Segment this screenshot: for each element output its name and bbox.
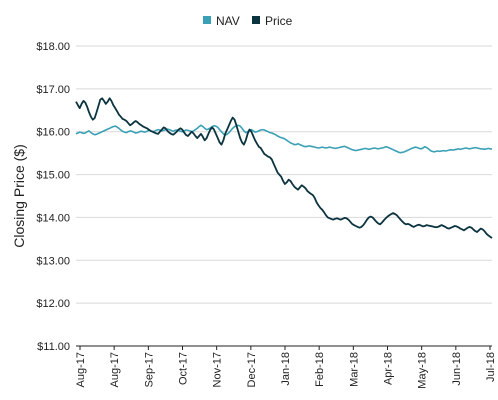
series-line-nav — [75, 124, 492, 154]
y-tick-label: $16.00 — [36, 127, 70, 139]
x-tick-label: Jun-18 — [451, 352, 463, 386]
legend-swatch-price — [252, 16, 260, 24]
x-tick-label: Mar-18 — [348, 352, 360, 387]
y-tick-label: $11.00 — [37, 341, 70, 353]
legend-swatch-nav — [203, 16, 211, 24]
y-tick-label: $18.00 — [36, 41, 70, 53]
x-tick-label: Sep-17 — [143, 352, 155, 387]
y-tick-label: $17.00 — [36, 84, 70, 96]
x-tick-label: May-18 — [417, 352, 429, 389]
x-axis-ticks: Aug-17 Aug-17 Sep-17 Oct-17 Nov-17 Dec-17 Jan-… — [75, 346, 497, 389]
gridlines — [76, 45, 492, 304]
y-axis-title: Closing Price ($) — [11, 144, 27, 247]
y-tick-label: $13.00 — [36, 255, 70, 267]
y-tick-label: $15.00 — [36, 170, 70, 182]
x-tick-label: Jul-18 — [485, 352, 497, 382]
y-tick-label: $12.00 — [36, 298, 70, 310]
series-line-price — [75, 97, 493, 239]
x-tick-label: Feb-18 — [314, 352, 326, 387]
legend-label-nav: NAV — [216, 14, 240, 28]
x-tick-label: Apr-18 — [383, 352, 395, 385]
x-tick-label: Jan-18 — [280, 352, 292, 386]
x-tick-label: Dec-17 — [246, 352, 258, 387]
x-tick-label: Nov-17 — [212, 352, 224, 387]
x-tick-label: Oct-17 — [178, 352, 190, 385]
legend-label-price: Price — [265, 14, 293, 28]
x-tick-label: Aug-17 — [109, 352, 121, 387]
series-lines — [75, 97, 493, 239]
y-axis-ticks: $11.00 $12.00 $13.00 $14.00 $15.00 $16.00 $17.… — [36, 41, 70, 353]
x-tick-label: Aug-17 — [75, 352, 87, 387]
legend: NAV Price — [203, 14, 293, 28]
y-tick-label: $14.00 — [36, 212, 70, 224]
